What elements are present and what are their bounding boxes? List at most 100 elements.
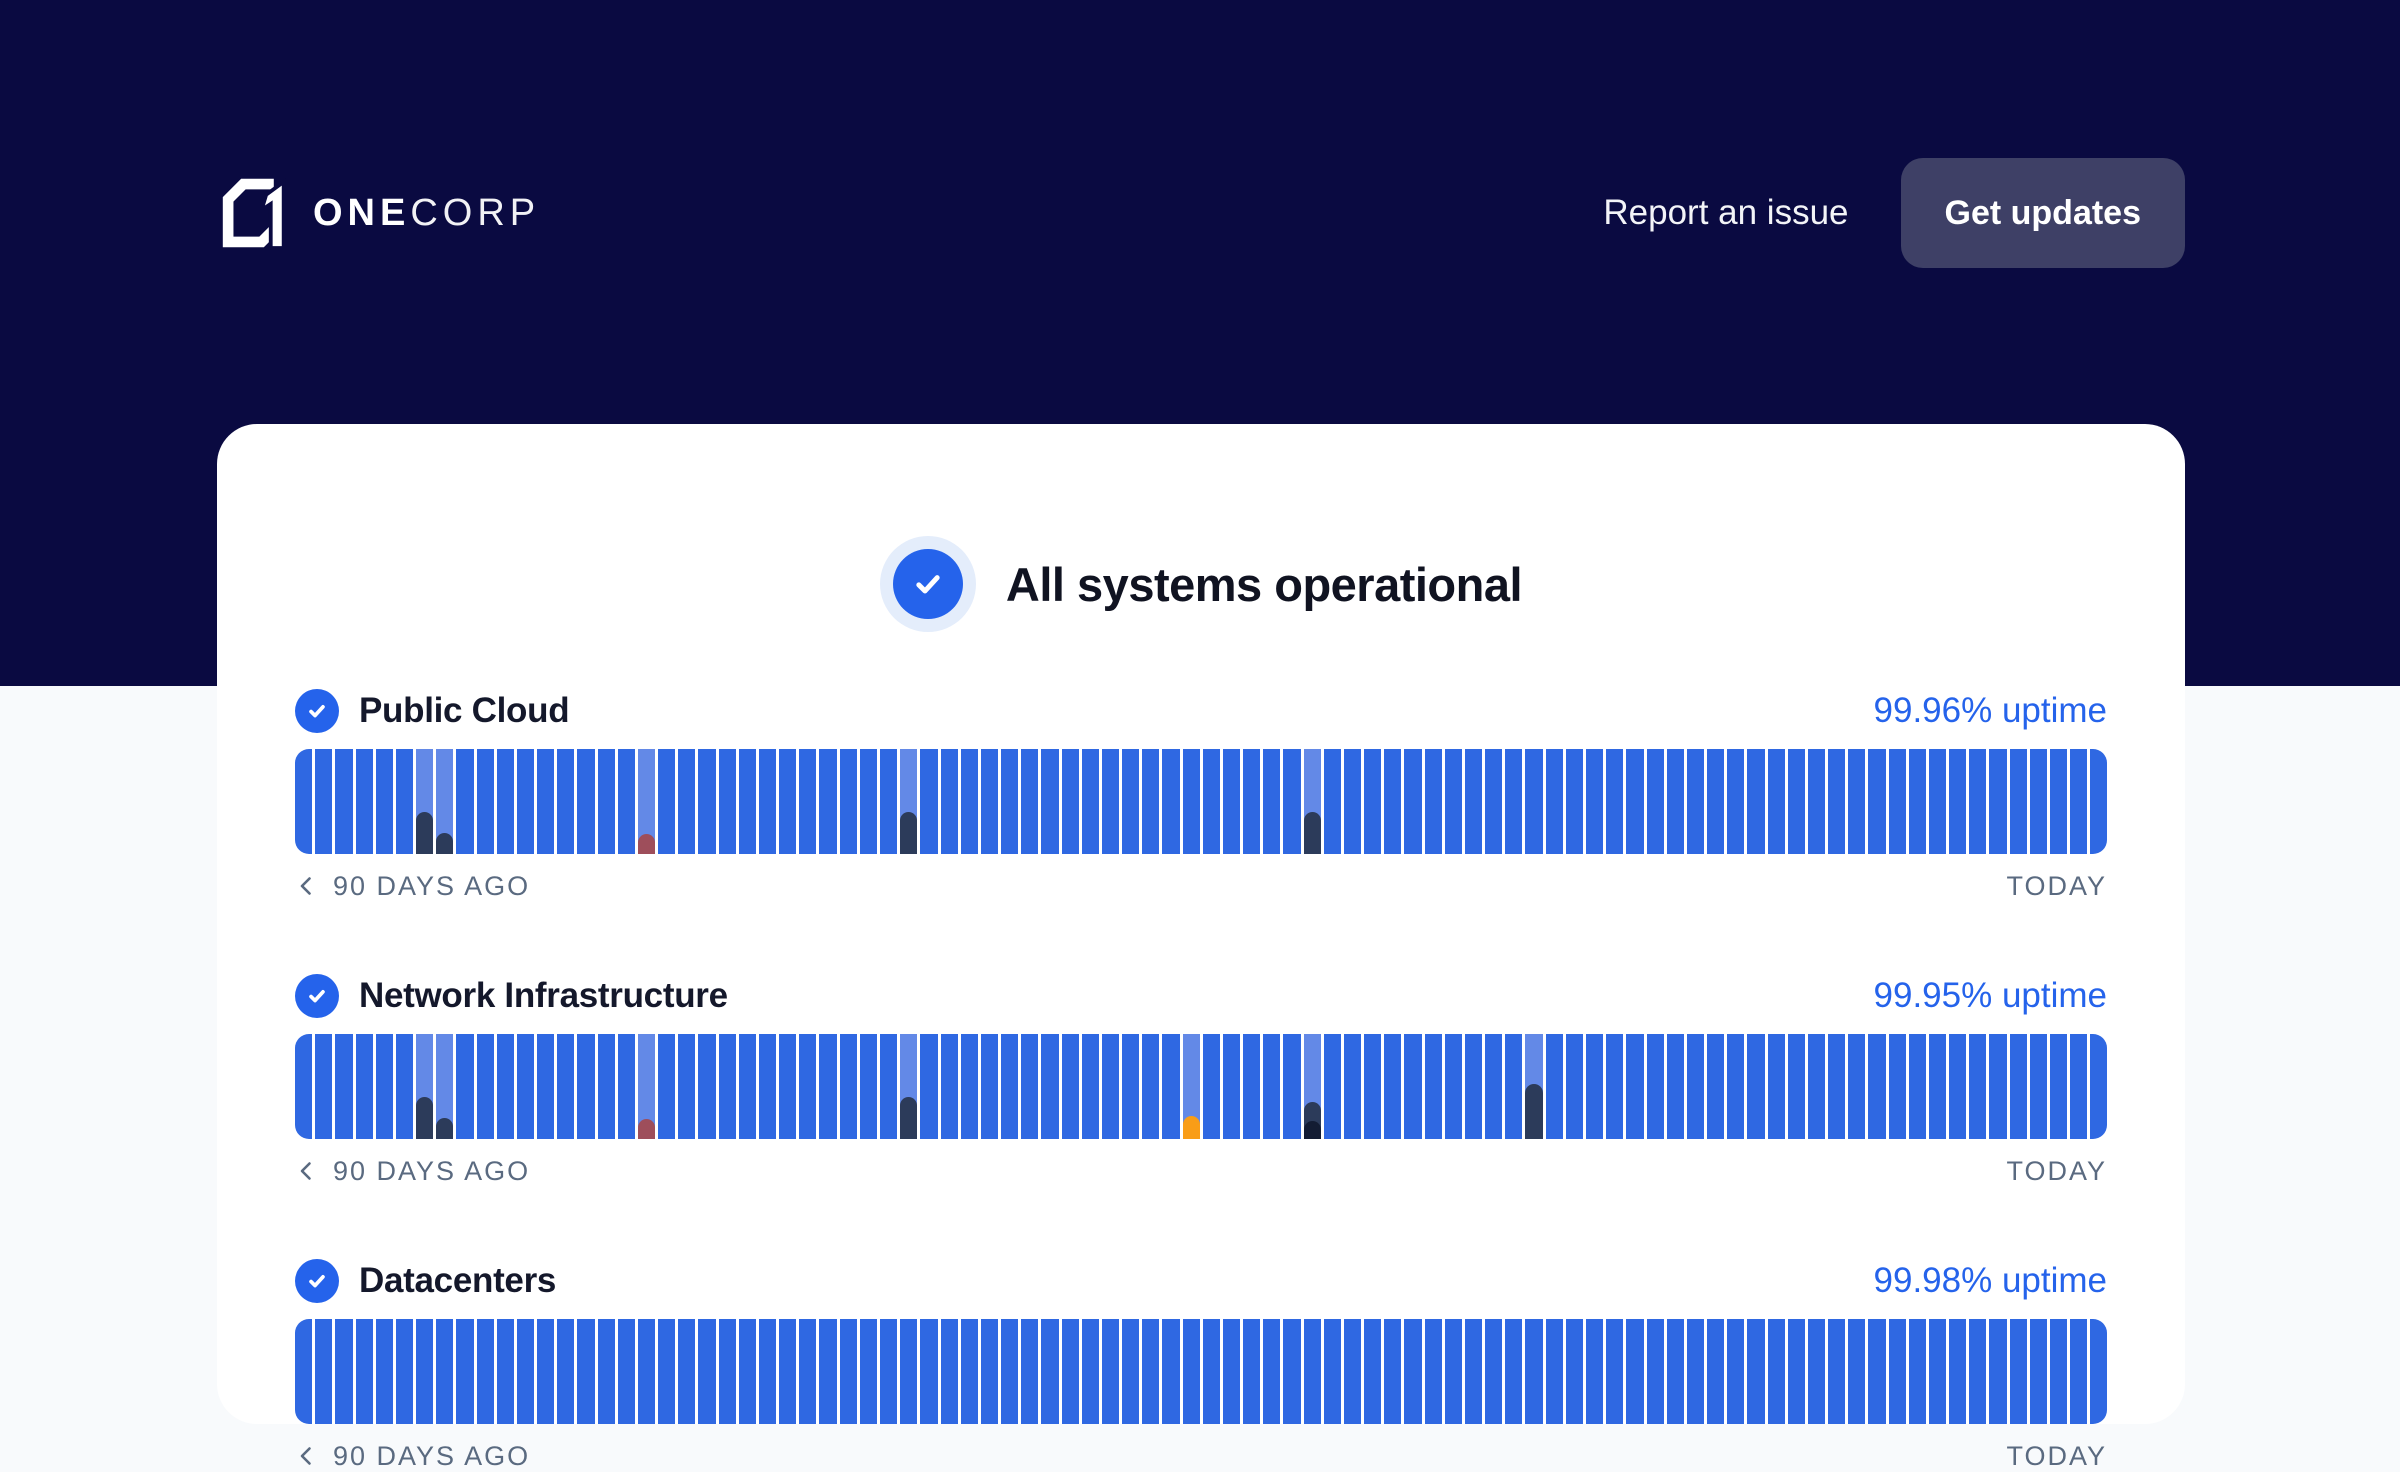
uptime-day-bar[interactable] <box>1545 1319 1563 1424</box>
uptime-day-bar[interactable] <box>395 1034 414 1139</box>
uptime-day-bar[interactable] <box>1928 749 1947 854</box>
uptime-day-bar[interactable] <box>496 1319 514 1424</box>
uptime-day-bar[interactable] <box>1081 1319 1099 1424</box>
uptime-day-bar[interactable] <box>516 1034 535 1139</box>
uptime-day-bar[interactable] <box>496 749 514 854</box>
uptime-day-bar[interactable] <box>1021 749 1039 854</box>
uptime-day-bar[interactable] <box>1505 1034 1523 1139</box>
uptime-day-bar[interactable] <box>1263 749 1281 854</box>
uptime-day-bar[interactable] <box>1606 1034 1624 1139</box>
uptime-day-bar[interactable] <box>960 1319 978 1424</box>
uptime-day-bar[interactable] <box>1707 749 1725 854</box>
uptime-day-bar[interactable] <box>980 1034 999 1139</box>
uptime-day-bar[interactable] <box>476 749 494 854</box>
uptime-day-bar[interactable] <box>658 1319 676 1424</box>
uptime-day-bar[interactable] <box>637 1319 656 1424</box>
uptime-day-bar[interactable] <box>2009 1034 2027 1139</box>
uptime-day-bar[interactable] <box>375 1319 393 1424</box>
uptime-day-bar[interactable] <box>1606 1319 1624 1424</box>
uptime-day-bar[interactable] <box>819 749 837 854</box>
chevron-left-icon[interactable] <box>295 1159 319 1183</box>
uptime-day-bar[interactable] <box>920 1319 938 1424</box>
uptime-day-bar[interactable] <box>1384 749 1402 854</box>
uptime-day-bar[interactable] <box>1061 1319 1079 1424</box>
uptime-day-bar[interactable] <box>758 1319 777 1424</box>
uptime-day-bar[interactable] <box>516 749 535 854</box>
uptime-day-bar[interactable] <box>678 1319 696 1424</box>
uptime-day-bar[interactable] <box>1908 749 1926 854</box>
uptime-day-bar[interactable] <box>1666 749 1684 854</box>
uptime-day-bar[interactable] <box>799 1319 817 1424</box>
uptime-day-bar[interactable] <box>900 749 918 854</box>
uptime-day-bar[interactable] <box>1868 1319 1886 1424</box>
uptime-day-bar[interactable] <box>1646 1034 1664 1139</box>
uptime-day-bar[interactable] <box>2070 1319 2088 1424</box>
uptime-day-bar[interactable] <box>1001 749 1019 854</box>
uptime-day-bar[interactable] <box>980 749 999 854</box>
uptime-day-bar[interactable] <box>496 1034 514 1139</box>
uptime-day-bar[interactable] <box>920 749 938 854</box>
uptime-day-bar[interactable] <box>1101 1319 1120 1424</box>
uptime-day-bar[interactable] <box>1464 1319 1483 1424</box>
uptime-day-bar[interactable] <box>1364 1319 1382 1424</box>
uptime-day-bar[interactable] <box>1202 1319 1220 1424</box>
uptime-day-bar[interactable] <box>1868 749 1886 854</box>
uptime-day-bar[interactable] <box>1505 749 1523 854</box>
uptime-day-bar[interactable] <box>1586 1034 1604 1139</box>
uptime-day-bar[interactable] <box>960 749 978 854</box>
uptime-day-bar[interactable] <box>1525 749 1543 854</box>
uptime-day-bar[interactable] <box>1848 1034 1866 1139</box>
uptime-day-bar[interactable] <box>516 1319 535 1424</box>
report-issue-link[interactable]: Report an issue <box>1603 193 1849 232</box>
uptime-day-bar[interactable] <box>1848 1319 1866 1424</box>
uptime-day-bar[interactable] <box>1485 1034 1503 1139</box>
uptime-day-bar[interactable] <box>2009 749 2027 854</box>
uptime-day-bar[interactable] <box>355 1034 373 1139</box>
uptime-day-bar[interactable] <box>637 1034 656 1139</box>
uptime-day-bar[interactable] <box>1283 1034 1301 1139</box>
uptime-day-bar[interactable] <box>577 1034 595 1139</box>
uptime-day-bar[interactable] <box>537 1319 555 1424</box>
uptime-day-bar[interactable] <box>1485 749 1503 854</box>
uptime-day-bar[interactable] <box>900 1034 918 1139</box>
uptime-day-bar[interactable] <box>799 1034 817 1139</box>
uptime-day-bar[interactable] <box>1263 1034 1281 1139</box>
uptime-day-bar[interactable] <box>1626 749 1644 854</box>
uptime-day-bar[interactable] <box>2090 749 2107 854</box>
uptime-day-bar[interactable] <box>1444 1319 1462 1424</box>
uptime-day-bar[interactable] <box>2090 1034 2107 1139</box>
uptime-day-bar[interactable] <box>1001 1319 1019 1424</box>
uptime-day-bar[interactable] <box>1707 1034 1725 1139</box>
uptime-day-bar[interactable] <box>1586 1319 1604 1424</box>
uptime-day-bar[interactable] <box>1727 1034 1745 1139</box>
uptime-day-bar[interactable] <box>1001 1034 1019 1139</box>
uptime-day-bar[interactable] <box>1767 749 1785 854</box>
uptime-day-bar[interactable] <box>1888 1319 1906 1424</box>
uptime-day-bar[interactable] <box>1424 1034 1442 1139</box>
uptime-day-bar[interactable] <box>678 1034 696 1139</box>
uptime-day-bar[interactable] <box>1888 1034 1906 1139</box>
uptime-day-bar[interactable] <box>1787 1319 1805 1424</box>
uptime-day-bar[interactable] <box>859 1034 877 1139</box>
uptime-day-bar[interactable] <box>658 1034 676 1139</box>
uptime-day-bar[interactable] <box>1142 1034 1160 1139</box>
uptime-day-bar[interactable] <box>416 749 434 854</box>
uptime-day-bar[interactable] <box>1969 749 1987 854</box>
uptime-day-bar[interactable] <box>1303 1034 1321 1139</box>
uptime-day-bar[interactable] <box>1142 749 1160 854</box>
uptime-day-bar[interactable] <box>698 1034 716 1139</box>
uptime-day-bar[interactable] <box>738 749 756 854</box>
uptime-day-bar[interactable] <box>375 749 393 854</box>
uptime-day-bar[interactable] <box>557 1034 575 1139</box>
uptime-day-bar[interactable] <box>2070 749 2088 854</box>
uptime-day-bar[interactable] <box>1364 1034 1382 1139</box>
uptime-day-bar[interactable] <box>1828 1319 1846 1424</box>
uptime-day-bar[interactable] <box>335 749 353 854</box>
uptime-day-bar[interactable] <box>1747 1034 1765 1139</box>
uptime-day-bar[interactable] <box>315 1034 333 1139</box>
uptime-day-bar[interactable] <box>1404 1319 1422 1424</box>
uptime-day-bar[interactable] <box>879 749 898 854</box>
uptime-day-bar[interactable] <box>738 1034 756 1139</box>
uptime-day-bar[interactable] <box>2049 749 2068 854</box>
uptime-day-bar[interactable] <box>1202 749 1220 854</box>
